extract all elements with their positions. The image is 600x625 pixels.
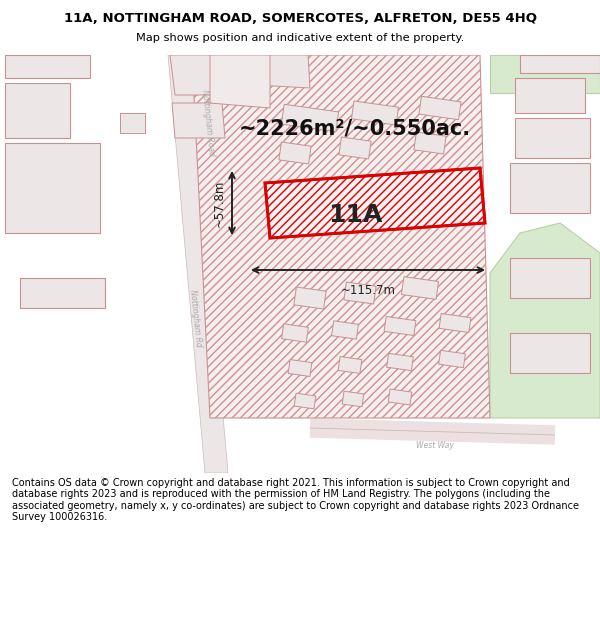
Polygon shape — [439, 314, 471, 332]
Polygon shape — [218, 55, 310, 88]
Text: West Way: West Way — [416, 441, 454, 449]
Text: Nottingham Rd: Nottingham Rd — [188, 289, 202, 347]
Text: Map shows position and indicative extent of the property.: Map shows position and indicative extent… — [136, 33, 464, 43]
Text: 11A: 11A — [328, 203, 382, 227]
Polygon shape — [384, 316, 416, 336]
Polygon shape — [352, 101, 398, 125]
Text: ~115.7m: ~115.7m — [341, 284, 395, 297]
Polygon shape — [344, 282, 376, 304]
Polygon shape — [281, 104, 338, 132]
Polygon shape — [170, 55, 230, 95]
Polygon shape — [294, 393, 316, 409]
Polygon shape — [342, 391, 364, 407]
Polygon shape — [168, 55, 228, 473]
Polygon shape — [388, 389, 412, 405]
Polygon shape — [490, 223, 600, 418]
Polygon shape — [510, 163, 590, 213]
Polygon shape — [490, 55, 600, 93]
Polygon shape — [20, 278, 105, 308]
Polygon shape — [520, 55, 600, 73]
Polygon shape — [120, 113, 145, 133]
Polygon shape — [265, 168, 485, 238]
Polygon shape — [386, 353, 413, 371]
Polygon shape — [5, 143, 100, 233]
Polygon shape — [339, 137, 371, 159]
Polygon shape — [5, 55, 90, 78]
Polygon shape — [419, 96, 461, 120]
Polygon shape — [172, 103, 225, 138]
Polygon shape — [210, 55, 270, 108]
Text: Contains OS data © Crown copyright and database right 2021. This information is : Contains OS data © Crown copyright and d… — [12, 478, 579, 522]
Polygon shape — [338, 356, 362, 374]
Polygon shape — [439, 351, 466, 368]
Text: ~57.8m: ~57.8m — [213, 179, 226, 227]
Polygon shape — [515, 78, 585, 113]
Polygon shape — [510, 333, 590, 373]
Polygon shape — [401, 277, 439, 299]
Polygon shape — [281, 324, 308, 342]
Polygon shape — [192, 55, 490, 418]
Polygon shape — [5, 83, 70, 138]
Polygon shape — [294, 287, 326, 309]
Polygon shape — [288, 359, 312, 376]
Polygon shape — [510, 258, 590, 298]
Text: 11A, NOTTINGHAM ROAD, SOMERCOTES, ALFRETON, DE55 4HQ: 11A, NOTTINGHAM ROAD, SOMERCOTES, ALFRET… — [64, 12, 536, 25]
Text: ~2226m²/~0.550ac.: ~2226m²/~0.550ac. — [239, 118, 471, 138]
Polygon shape — [279, 142, 311, 164]
Polygon shape — [332, 321, 358, 339]
Text: Nottingham Road: Nottingham Road — [200, 89, 216, 157]
Polygon shape — [515, 118, 590, 158]
Polygon shape — [414, 132, 446, 154]
